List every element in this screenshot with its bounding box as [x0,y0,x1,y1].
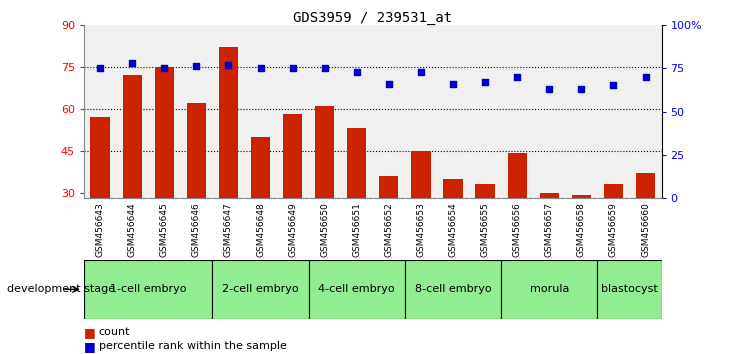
Bar [572,195,591,276]
Text: GSM456657: GSM456657 [545,202,554,257]
Text: GSM456649: GSM456649 [288,202,297,257]
Point [126,60,138,66]
Text: blastocyst: blastocyst [601,284,658,295]
Bar [91,117,110,276]
Text: GSM456658: GSM456658 [577,202,586,257]
Text: GSM456643: GSM456643 [96,202,105,257]
Point [543,86,555,92]
Bar [347,128,366,276]
Bar [412,151,431,276]
Text: GSM456653: GSM456653 [417,202,425,257]
Text: GSM456652: GSM456652 [385,202,393,257]
Text: percentile rank within the sample: percentile rank within the sample [99,341,287,351]
Text: 2-cell embryo: 2-cell embryo [222,284,299,295]
Point [159,65,170,71]
Text: GSM456648: GSM456648 [256,202,265,257]
Point [480,79,491,85]
Point [351,69,363,74]
Bar [636,173,655,276]
Bar [308,260,405,319]
Bar [155,67,174,276]
Point [447,81,459,87]
Bar [475,184,495,276]
Text: GDS3959 / 239531_at: GDS3959 / 239531_at [293,11,452,25]
Text: GSM456644: GSM456644 [128,202,137,257]
Point [640,74,651,80]
Text: GSM456646: GSM456646 [192,202,201,257]
Bar [186,103,206,276]
Text: ■: ■ [84,326,96,338]
Point [575,86,587,92]
Bar [501,260,597,319]
Bar [405,260,501,319]
Text: GSM456647: GSM456647 [224,202,233,257]
Text: GSM456656: GSM456656 [512,202,522,257]
Text: morula: morula [529,284,569,295]
Text: 1-cell embryo: 1-cell embryo [110,284,186,295]
Bar [123,75,142,276]
Point [94,65,106,71]
Bar [251,137,270,276]
Bar [213,260,308,319]
Text: GSM456650: GSM456650 [320,202,329,257]
Bar [597,260,662,319]
Point [319,65,330,71]
Text: count: count [99,327,130,337]
Text: 8-cell embryo: 8-cell embryo [414,284,491,295]
Text: GSM456654: GSM456654 [449,202,458,257]
Text: GSM456655: GSM456655 [480,202,490,257]
Point [191,64,202,69]
Text: GSM456659: GSM456659 [609,202,618,257]
Bar [379,176,398,276]
Bar [283,114,302,276]
Bar [539,193,559,276]
Text: GSM456645: GSM456645 [160,202,169,257]
Bar [84,260,213,319]
Point [512,74,523,80]
Text: 4-cell embryo: 4-cell embryo [319,284,395,295]
Bar [604,184,623,276]
Bar [444,179,463,276]
Point [222,62,234,68]
Point [254,65,266,71]
Text: GSM456651: GSM456651 [352,202,361,257]
Point [287,65,298,71]
Point [415,69,427,74]
Bar [315,106,334,276]
Point [607,82,619,88]
Text: development stage: development stage [7,284,115,295]
Bar [219,47,238,276]
Point [383,81,395,87]
Text: GSM456660: GSM456660 [641,202,650,257]
Bar [507,154,527,276]
Text: ■: ■ [84,340,96,353]
